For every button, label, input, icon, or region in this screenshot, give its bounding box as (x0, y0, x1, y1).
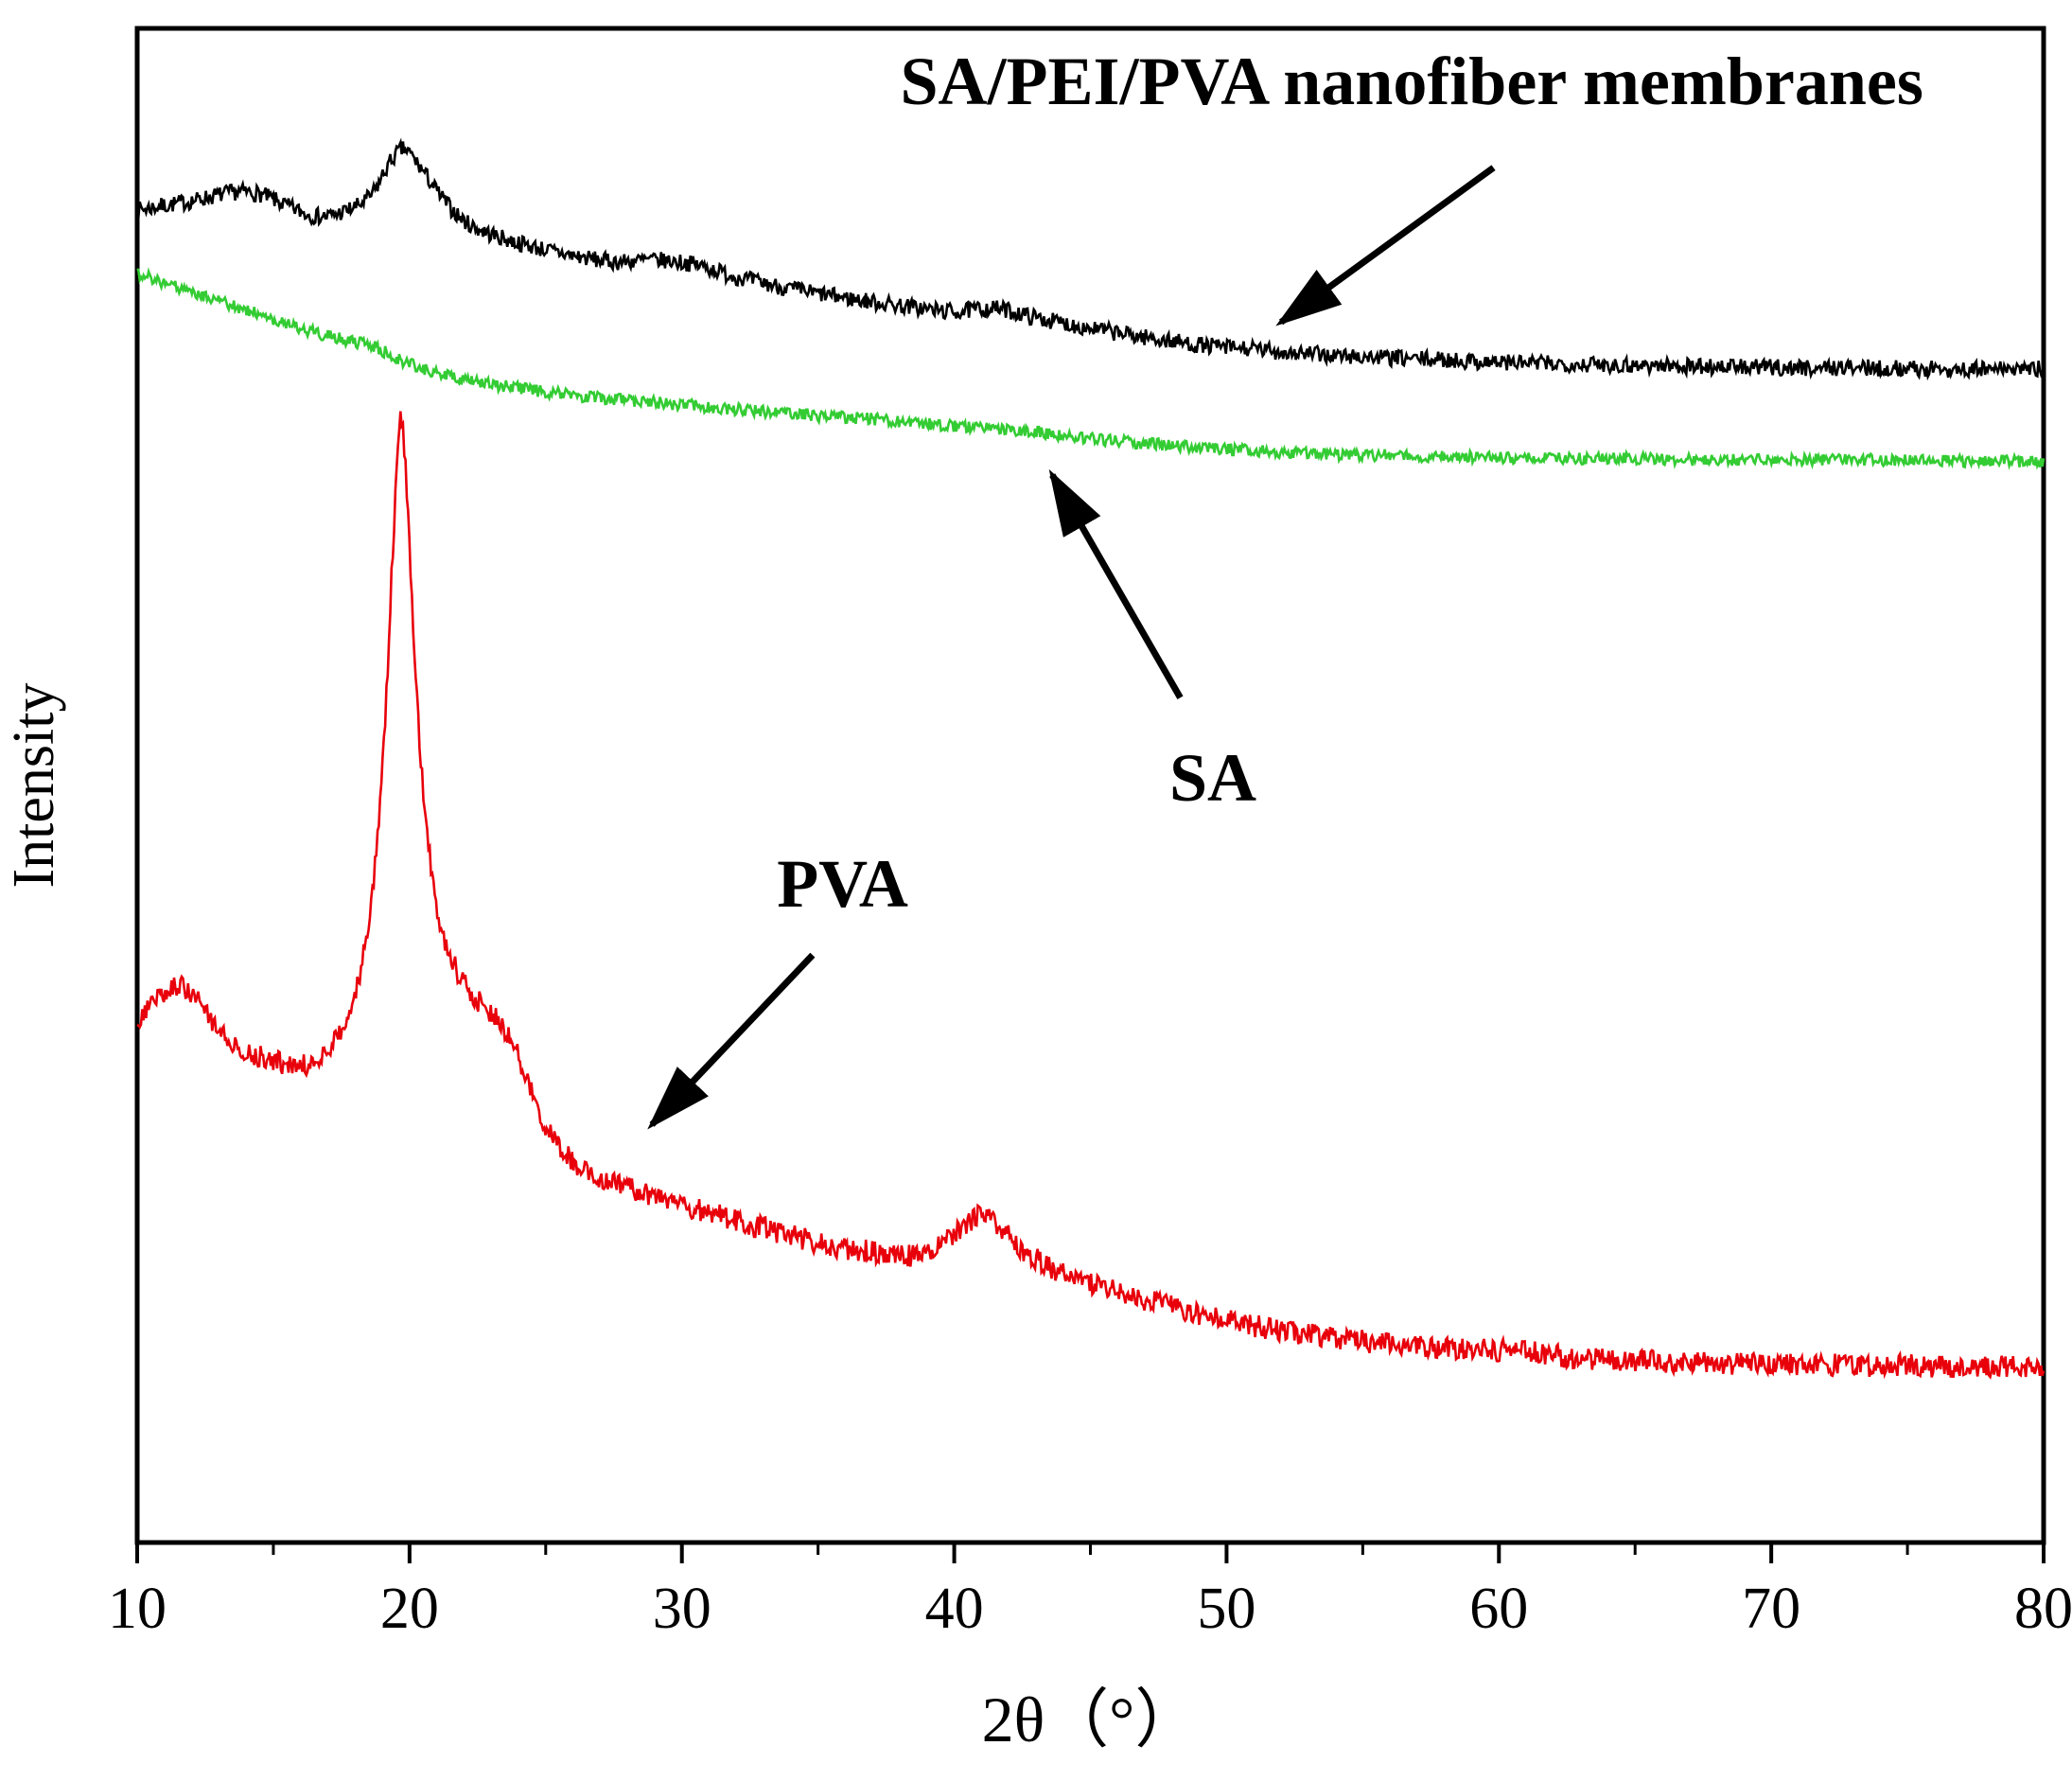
axis-labels: 2θ（°） Intensity (2, 683, 1199, 1755)
annotation-pva-label: PVA (777, 846, 908, 922)
x-axis-tick-label: 40 (925, 1577, 984, 1641)
annotation-arrow-pva-label (647, 952, 816, 1130)
annotation-sa-pei-pva-label: SA/PEI/PVA nanofiber membranes (900, 44, 1923, 119)
axis-ticks: 10 20 30 40 50 60 70 80 (108, 1543, 2072, 1641)
annotation-sa-label: SA (1169, 740, 1256, 816)
x-axis-tick-label: 80 (2014, 1577, 2072, 1641)
x-axis-tick-label: 60 (1469, 1577, 1528, 1641)
annotation-arrow-sa-label (1048, 468, 1184, 699)
annotation-arrow-sa-pei-pva-label (1275, 165, 1496, 326)
x-axis-tick-label: 10 (108, 1577, 167, 1641)
annotation-layer: SA/PEI/PVA nanofiber membranes SA PVA (647, 44, 1923, 1130)
y-axis-title: Intensity (2, 683, 66, 889)
series-curve-sa-pei-pva (136, 137, 2045, 381)
x-axis-tick-label: 30 (653, 1577, 711, 1641)
x-axis-title: 2θ（°） (982, 1684, 1200, 1755)
series-curve-sa (136, 267, 2046, 470)
x-axis-tick-label: 20 (380, 1577, 439, 1641)
x-axis-tick-label: 70 (1742, 1577, 1800, 1641)
x-axis-tick-label: 50 (1197, 1577, 1255, 1641)
series-curve-pva (136, 411, 2046, 1380)
series-layer (136, 137, 2046, 1380)
